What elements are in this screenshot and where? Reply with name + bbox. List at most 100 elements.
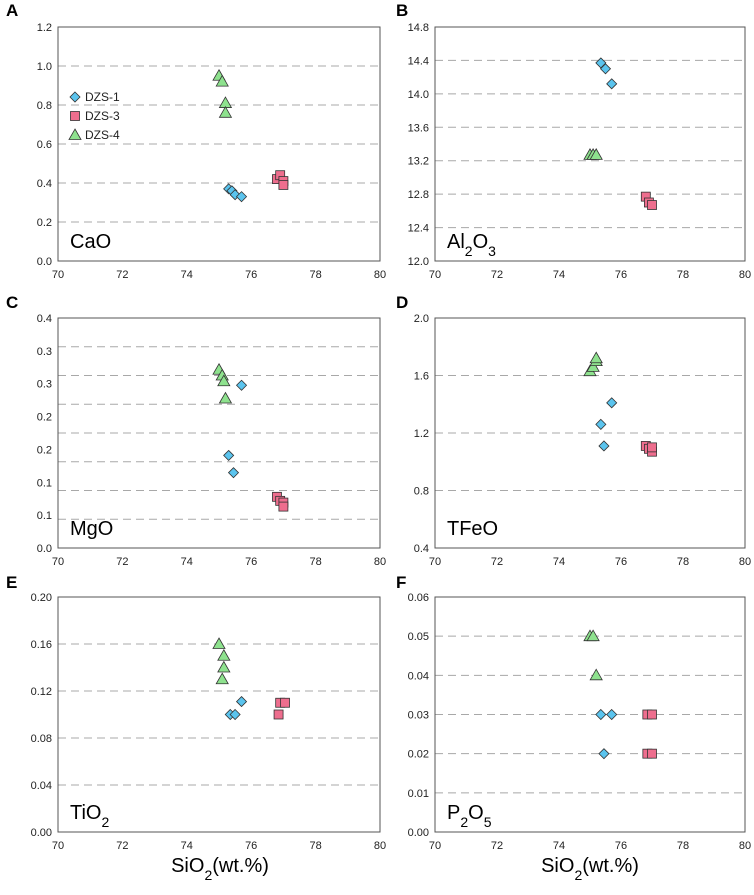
- data-point-dzs-1-diamond: [235, 379, 248, 391]
- x-tick-label: 72: [491, 556, 503, 568]
- x-tick-label: 78: [309, 840, 321, 852]
- x-tick-label: 80: [374, 269, 386, 281]
- data-point-dzs-4-triangle: [589, 148, 603, 160]
- data-point-dzs-1-diamond: [595, 418, 607, 430]
- legend-label: DZS-4: [85, 128, 120, 142]
- legend: DZS-1 DZS-3 DZS-4: [68, 90, 120, 142]
- data-point-dzs-4-triangle: [218, 391, 233, 404]
- y-tick-label: 0.04: [408, 670, 429, 682]
- x-tick-label: 80: [374, 556, 386, 568]
- oxide-label-subscript: 2: [465, 243, 473, 259]
- x-tick-label: 80: [739, 269, 751, 281]
- x-tick-label: 70: [429, 269, 441, 281]
- x-tick-label: 80: [739, 840, 751, 852]
- panel-b: 12.0 12.4 12.8 13.2 13.6 14.0 14.4 14.8 70 72 74 76…: [396, 1, 751, 281]
- data-point-dzs-4-triangle: [586, 629, 600, 642]
- oxide-label-mid: O: [473, 231, 489, 253]
- oxide-label-subscript: 2: [101, 814, 109, 830]
- data-point-dzs-3-square: [280, 697, 290, 708]
- x-axis-title-unit: (wt.%): [212, 855, 269, 877]
- y-tick-label: 0.20: [31, 592, 52, 604]
- panel-a: 0.0 0.2 0.4 0.6 0.8 1.0 1.2 70 72 74 76 78 80 A CaO DZS…: [6, 1, 386, 281]
- data-point-dzs-1-diamond: [599, 63, 612, 75]
- y-tick-label: 0.00: [408, 827, 429, 839]
- x-tick-label: 72: [116, 556, 128, 568]
- data-point-dzs-4-triangle: [589, 351, 603, 364]
- oxide-label: TFeO: [447, 518, 498, 540]
- x-tick-label: 76: [615, 556, 627, 568]
- x-tick-label: 74: [553, 840, 565, 852]
- oxide-label: TiO2: [70, 802, 109, 830]
- x-tick-label: 76: [245, 269, 257, 281]
- oxide-label-mid: O: [468, 802, 484, 824]
- y-tick-label: 14.4: [408, 55, 429, 67]
- plot-frame: [57, 596, 381, 833]
- y-tick-label: 0.4: [37, 313, 52, 325]
- y-tick-label: 0.2: [37, 444, 52, 456]
- x-tick-label: 76: [615, 840, 627, 852]
- x-tick-label: 72: [116, 269, 128, 281]
- data-point-dzs-4-triangle: [218, 105, 233, 118]
- data-point-dzs-3-square: [273, 709, 284, 720]
- y-tick-label: 0.00: [31, 827, 52, 839]
- x-axis-title-subscript: 2: [574, 867, 582, 883]
- y-tick-label: 0.01: [408, 788, 429, 800]
- panel-letter: C: [6, 293, 18, 312]
- y-tick-label: 0.04: [31, 780, 52, 792]
- oxide-label-main: TiO: [70, 802, 101, 824]
- oxide-label-subscript: 2: [460, 814, 468, 830]
- y-tick-label: 12.0: [408, 256, 429, 268]
- legend-marker-triangle: [68, 128, 82, 140]
- y-tick-label: 12.4: [408, 223, 429, 235]
- y-tick-label: 0.1: [37, 477, 52, 489]
- y-tick-label: 1.0: [37, 61, 52, 73]
- y-tick-label: 0.0: [37, 543, 52, 555]
- x-tick-label: 80: [739, 556, 751, 568]
- y-tick-label: 13.2: [408, 156, 429, 168]
- data-point-dzs-3-square: [278, 180, 289, 190]
- x-axis-title-main: SiO: [541, 855, 574, 877]
- y-tick-label: 14.8: [408, 22, 429, 34]
- x-tick-label: 74: [553, 269, 565, 281]
- x-tick-label: 70: [52, 840, 64, 852]
- y-tick-label: 0.6: [37, 139, 52, 151]
- data-point-dzs-1-diamond: [606, 78, 618, 90]
- x-axis-title-left: SiO2(wt.%): [171, 855, 269, 883]
- data-point-dzs-1-diamond: [598, 748, 610, 760]
- y-tick-label: 1.6: [414, 371, 429, 383]
- y-tick-label: 0.8: [37, 100, 52, 112]
- data-point-dzs-4-triangle: [586, 360, 600, 372]
- y-tick-label: 1.2: [414, 428, 429, 440]
- y-tick-label: 0.3: [37, 346, 52, 358]
- data-point-dzs-1-diamond: [235, 191, 248, 203]
- data-point-dzs-4-triangle: [589, 668, 603, 681]
- data-point-dzs-4-triangle: [217, 648, 231, 661]
- y-tick-label: 0.8: [414, 486, 429, 498]
- x-tick-label: 78: [677, 840, 689, 852]
- x-tick-label: 76: [245, 840, 257, 852]
- data-point-dzs-1-diamond: [598, 440, 610, 452]
- panel-d: 0.4 0.8 1.2 1.6 2.0 70 72 74 76 78 80 D TFeO: [396, 293, 751, 568]
- x-axis-title-subscript: 2: [204, 867, 212, 883]
- data-point-dzs-1-diamond: [595, 708, 607, 721]
- data-point-dzs-4-triangle: [217, 660, 231, 673]
- data-point-dzs-4-triangle: [212, 637, 226, 649]
- oxide-label-main: Al: [447, 231, 465, 253]
- data-point-dzs-4-triangle: [215, 74, 229, 87]
- panel-c: 0.0 0.1 0.1 0.2 0.2 0.3 0.3 0.4 70 72 74 76 78 80 C MgO: [6, 293, 386, 568]
- x-tick-label: 78: [677, 269, 689, 281]
- x-tick-label: 70: [52, 556, 64, 568]
- y-tick-label: 0.4: [37, 178, 52, 190]
- data-point-dzs-1-diamond: [229, 708, 241, 721]
- data-point-dzs-3-square: [647, 442, 657, 453]
- x-tick-label: 70: [429, 556, 441, 568]
- y-tick-label: 0.0: [37, 256, 52, 268]
- x-tick-label: 74: [181, 840, 193, 852]
- y-tick-label: 0.16: [31, 639, 52, 651]
- y-tick-label: 0.2: [37, 217, 52, 229]
- x-tick-label: 72: [491, 840, 503, 852]
- data-point-dzs-1-diamond: [227, 467, 240, 479]
- panel-e: 0.00 0.04 0.08 0.12 0.16 0.20 70 72 74 76 78 80 E TiO…: [6, 573, 386, 852]
- y-tick-label: 0.3: [37, 379, 52, 391]
